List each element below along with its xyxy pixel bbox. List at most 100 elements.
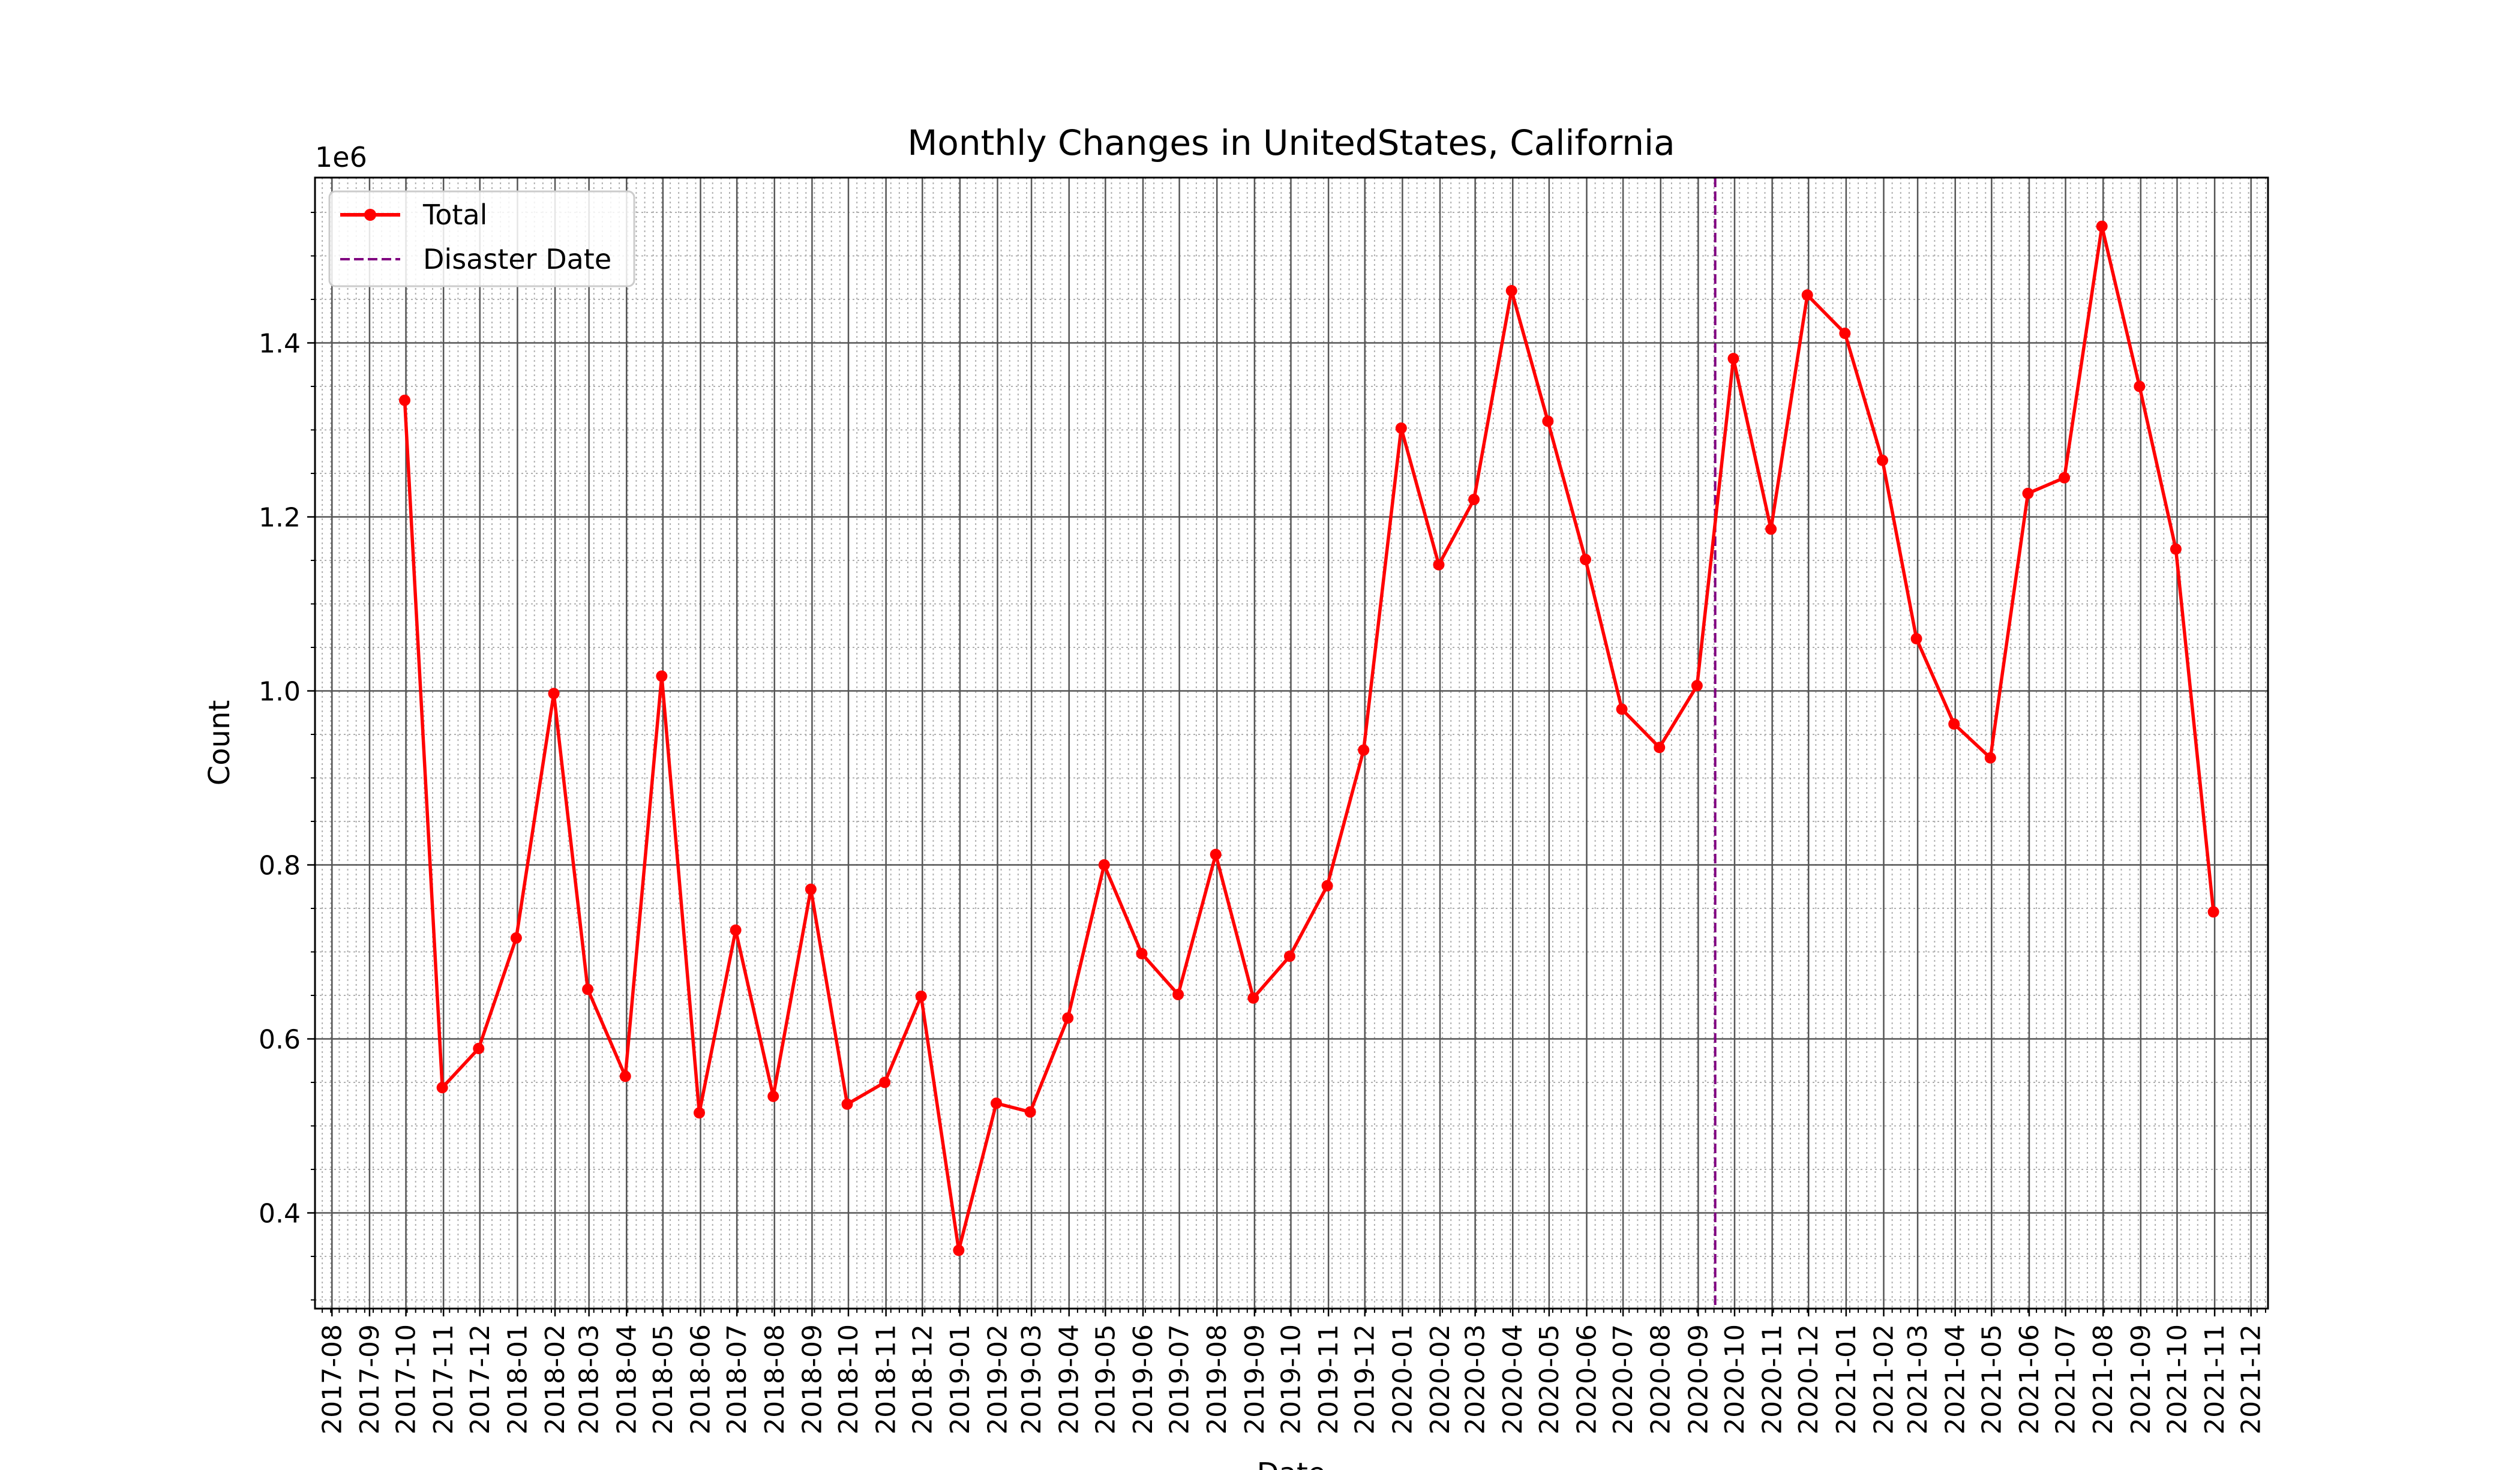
data-point (548, 688, 560, 700)
data-point (2134, 380, 2146, 392)
x-tick-label: 2018-10 (833, 1324, 864, 1435)
data-point (1395, 422, 1407, 434)
x-tick-label: 2021-06 (2014, 1324, 2045, 1435)
data-point (915, 990, 927, 1002)
x-tick-label: 2017-10 (391, 1324, 422, 1435)
data-point (1172, 989, 1184, 1001)
y-tick-label: 0.4 (259, 1199, 301, 1229)
x-tick-label: 2017-09 (355, 1324, 385, 1435)
data-point (1801, 289, 1813, 301)
y-tick-label: 1.4 (259, 329, 301, 359)
data-point (1984, 752, 1996, 764)
data-point (1468, 494, 1480, 505)
x-tick-label: 2020-10 (1720, 1324, 1750, 1435)
data-point (1616, 703, 1628, 715)
x-tick-label: 2021-04 (1940, 1324, 1971, 1435)
y-axis-multiplier: 1e6 (315, 141, 367, 173)
data-point (953, 1244, 965, 1256)
data-point (1765, 523, 1777, 535)
x-tick-label: 2018-07 (722, 1324, 752, 1435)
x-tick-label: 2020-06 (1571, 1324, 1602, 1435)
legend-total-label: Total (422, 199, 487, 231)
data-point (1321, 880, 1333, 892)
x-tick-label: 2018-01 (502, 1324, 533, 1435)
y-axis-ticks: 0.4 0.6 0.8 1.0 1.2 1.4 (259, 212, 315, 1301)
data-point (1098, 859, 1110, 871)
x-tick-label: 2017-12 (465, 1324, 496, 1435)
x-tick-label: 2019-01 (945, 1324, 976, 1435)
x-tick-label: 2021-01 (1831, 1324, 1862, 1435)
data-point (2096, 220, 2108, 232)
x-tick-label: 2020-01 (1387, 1324, 1418, 1435)
data-point (1948, 718, 1960, 730)
x-tick-label: 2018-09 (797, 1324, 827, 1435)
data-point (1247, 992, 1259, 1004)
data-point (991, 1097, 1003, 1109)
series-line-total (403, 224, 2215, 1252)
chart-title: Monthly Changes in UnitedStates, Califor… (907, 122, 1675, 163)
x-tick-label: 2019-05 (1090, 1324, 1121, 1435)
x-tick-label: 2019-10 (1276, 1324, 1306, 1435)
data-point (1024, 1106, 1036, 1118)
data-point (1579, 554, 1591, 566)
data-point (1136, 947, 1148, 959)
x-tick-label: 2020-12 (1793, 1324, 1824, 1435)
x-tick-label: 2018-04 (611, 1324, 642, 1435)
data-point (2170, 543, 2182, 555)
data-point (841, 1098, 853, 1110)
data-point (1358, 744, 1370, 756)
series-layer (399, 220, 2219, 1256)
x-tick-label: 2021-09 (2126, 1324, 2156, 1435)
y-tick-label: 0.8 (259, 851, 301, 881)
x-tick-label: 2021-07 (2051, 1324, 2081, 1435)
data-point (1505, 285, 1517, 296)
x-tick-label: 2020-02 (1425, 1324, 1456, 1435)
x-tick-label: 2020-03 (1460, 1324, 1491, 1435)
data-point (730, 924, 742, 936)
data-point (582, 983, 594, 995)
x-tick-label: 2020-05 (1534, 1324, 1565, 1435)
x-tick-label: 2021-08 (2088, 1324, 2119, 1435)
x-tick-label: 2019-08 (1202, 1324, 1232, 1435)
legend-total-marker (364, 209, 376, 221)
data-point (436, 1082, 448, 1094)
x-tick-label: 2018-08 (760, 1324, 790, 1435)
data-point (767, 1090, 779, 1102)
y-tick-label: 1.0 (259, 677, 301, 707)
data-point (619, 1070, 631, 1082)
data-point (1210, 848, 1222, 860)
legend-box (328, 190, 635, 287)
x-tick-label: 2019-06 (1128, 1324, 1159, 1435)
x-tick-label: 2021-03 (1903, 1324, 1933, 1435)
y-axis-label: Count (203, 700, 236, 786)
x-tick-label: 2019-04 (1054, 1324, 1085, 1435)
x-tick-label: 2019-03 (1016, 1324, 1047, 1435)
x-tick-label: 2020-04 (1498, 1324, 1528, 1435)
x-tick-label: 2020-08 (1646, 1324, 1676, 1435)
x-tick-label: 2018-12 (907, 1324, 938, 1435)
x-tick-label: 2021-05 (1976, 1324, 2007, 1435)
data-point (1062, 1012, 1074, 1024)
legend: Total Disaster Date (328, 190, 635, 287)
data-point (805, 883, 817, 895)
x-tick-label: 2019-02 (983, 1324, 1013, 1435)
legend-disaster-label: Disaster Date (423, 243, 611, 275)
x-tick-label: 2018-05 (648, 1324, 679, 1435)
data-point (1542, 415, 1554, 427)
x-tick-label: 2018-11 (871, 1324, 902, 1435)
data-point (2022, 487, 2034, 499)
x-tick-label: 2021-02 (1869, 1324, 1900, 1435)
data-point (879, 1076, 891, 1088)
x-tick-label: 2018-06 (686, 1324, 716, 1435)
y-tick-label: 1.2 (259, 503, 301, 533)
x-tick-label: 2018-03 (574, 1324, 605, 1435)
x-tick-label: 2019-07 (1165, 1324, 1195, 1435)
data-point (1727, 353, 1739, 365)
x-tick-label: 2021-10 (2162, 1324, 2192, 1435)
data-point (1433, 559, 1445, 571)
data-point (510, 932, 522, 944)
x-tick-label: 2019-11 (1313, 1324, 1344, 1435)
data-point (2207, 906, 2219, 918)
x-axis-label: Date (1257, 1457, 1326, 1470)
